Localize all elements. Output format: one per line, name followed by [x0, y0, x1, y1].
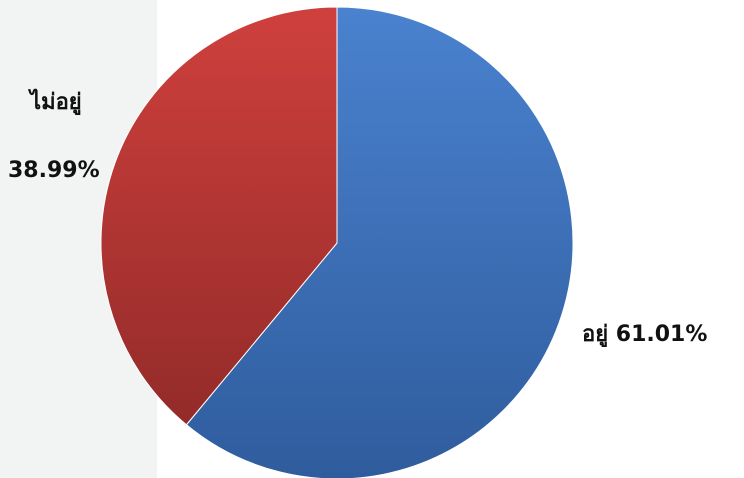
pie-slices: [100, 6, 574, 478]
pie-slice-not-present: [100, 6, 338, 426]
slice-label-not-present: ไม่อยู่: [30, 90, 82, 115]
slice-value-not-present: 38.99%: [8, 158, 100, 183]
pie-slice-present: [185, 6, 574, 478]
slice-label-present: อยู่ 61.01%: [582, 322, 708, 347]
